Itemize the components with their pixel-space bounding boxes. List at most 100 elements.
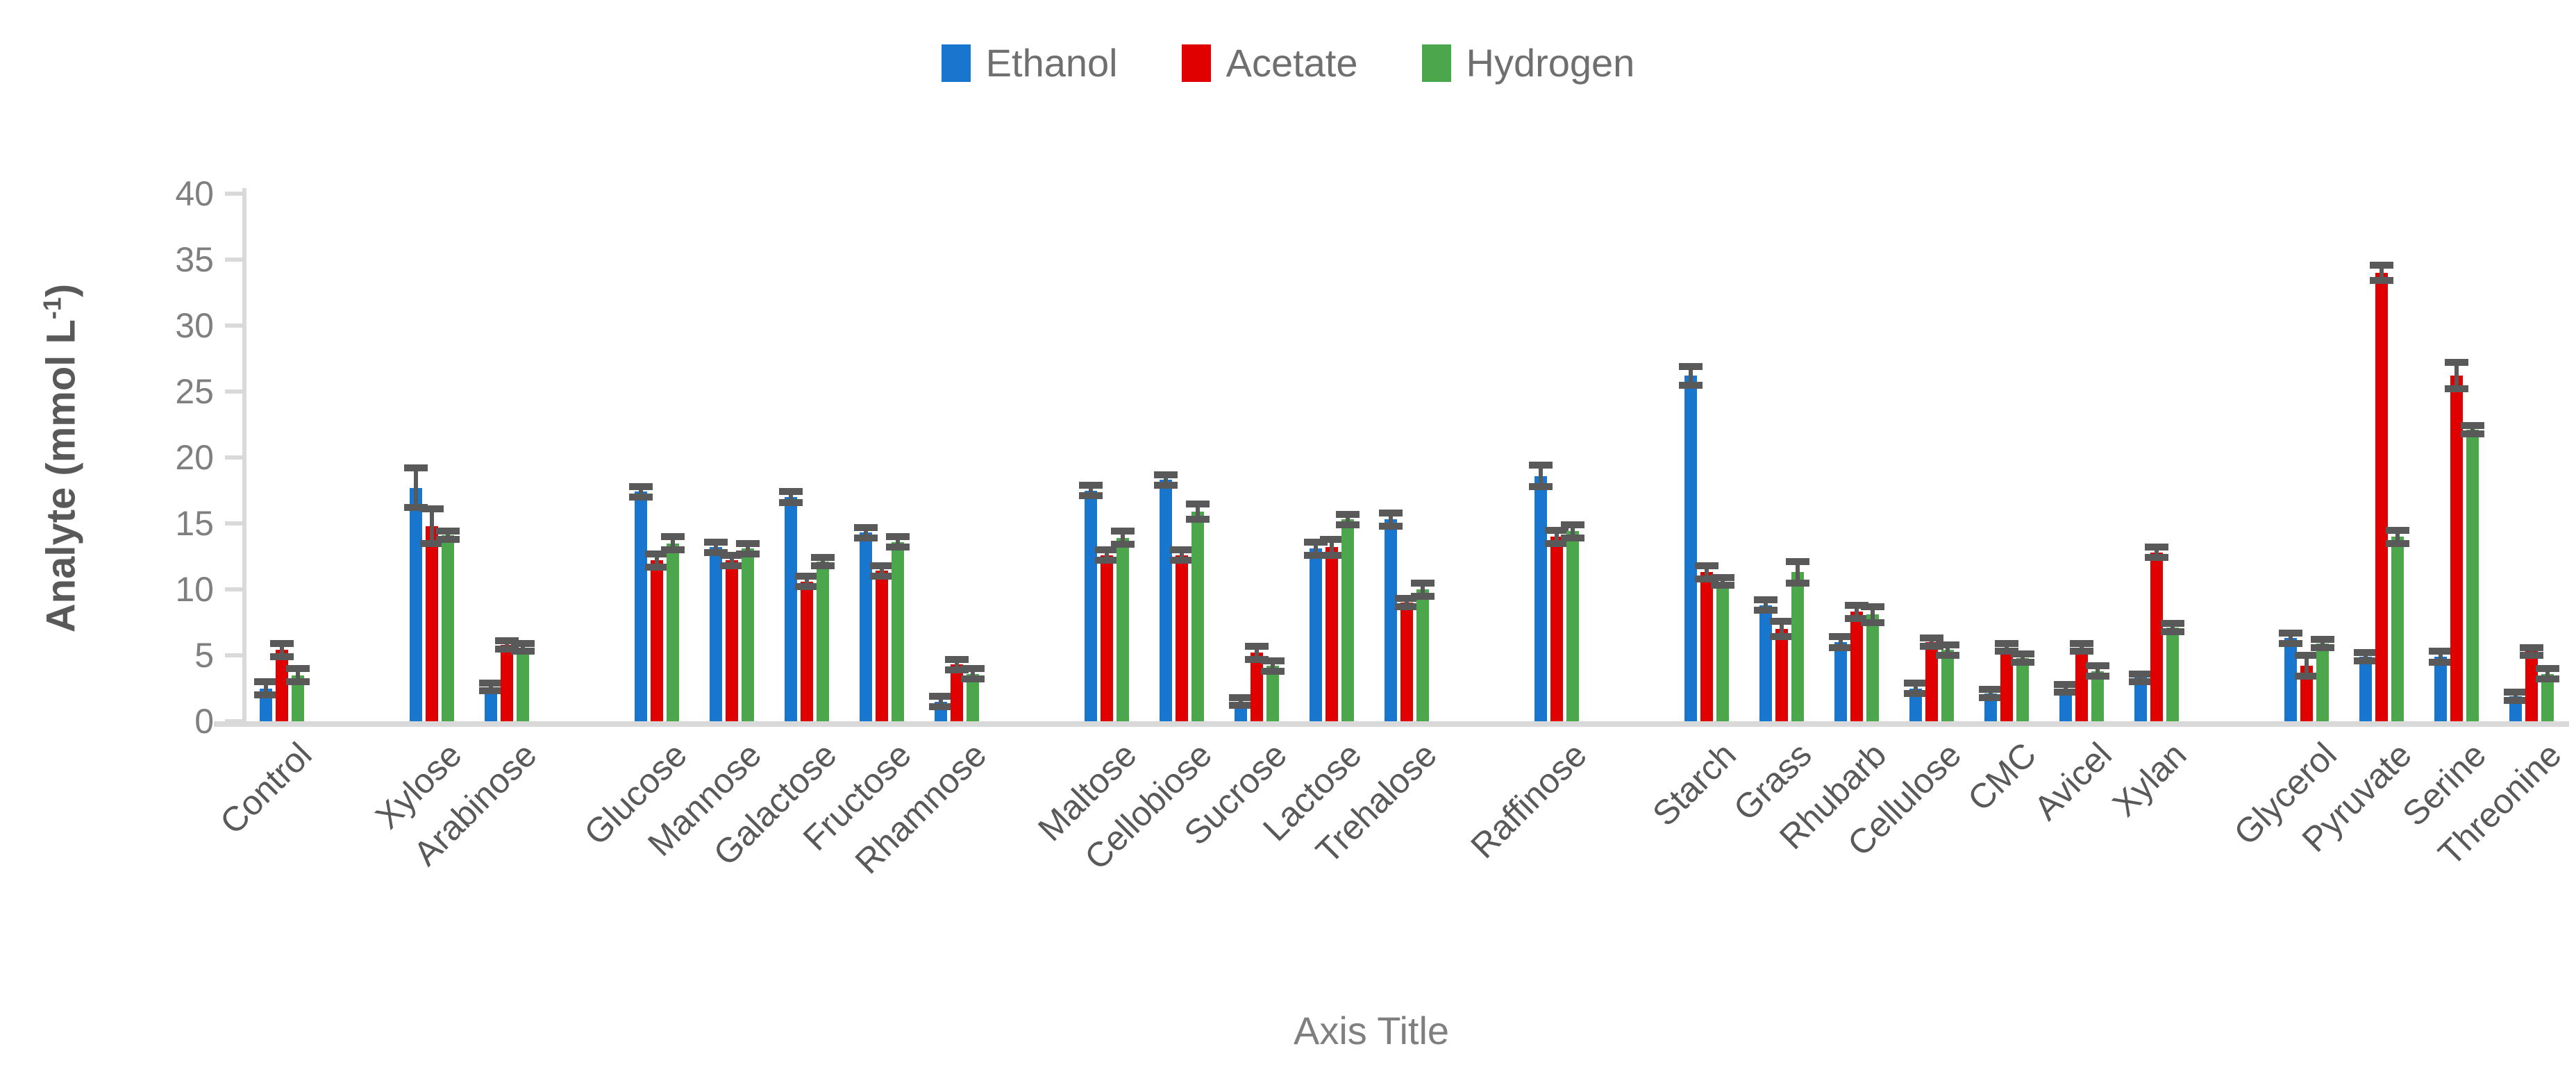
bar-cluster [1294,194,1369,721]
error-bar-cap [1186,516,1210,523]
bar-hydrogen [1936,641,1959,721]
bar-cluster [2494,194,2569,721]
bar-ethanol [629,482,653,721]
error-bar-stem [296,669,300,682]
legend-label: Acetate [1226,41,1358,85]
error-bar-cap [704,548,728,556]
error-bar-cap [479,679,503,687]
error-bar-cap [1754,596,1778,604]
error-bar-stem [1105,550,1109,561]
error-bar-stem [655,553,659,567]
bar-acetate [2070,639,2093,721]
error-bar-cap [1845,614,1868,622]
error-bar-cap [886,533,910,541]
error-bar-stem [2545,669,2550,680]
error-bar-cap [1695,562,1718,569]
bar-hydrogen [1861,603,1884,721]
error-bar-cap [661,533,685,540]
error-bar-cap [420,539,444,547]
error-bar-stem [1405,598,1409,607]
error-bar-stem [1121,531,1125,545]
error-bar-cap [2011,650,2034,658]
bar-ethanol [2504,689,2527,721]
bar-cluster [1819,194,1894,721]
bar-hydrogen [2311,636,2334,721]
error-bar-cap [854,523,878,531]
error-bar-cap [2504,689,2527,696]
x-axis-title: Axis Title [1293,1009,1450,1052]
error-bar-cap [1154,481,1178,489]
error-bar-stem [880,565,884,576]
bar-ethanol [254,678,278,721]
error-bar-cap [870,573,894,580]
bar-hydrogen [736,539,760,721]
error-bar-stem [2064,684,2068,693]
legend-swatch-icon [1421,44,1451,82]
y-tick-mark [225,192,244,196]
error-bar-cap [286,665,310,672]
category-label: Avicel [2026,734,2119,828]
error-bar-cap [1186,500,1210,507]
error-bar-cap [704,538,728,546]
error-bar-cap [1379,522,1403,530]
error-bar-cap [1861,619,1884,626]
bar-cluster [1519,194,1594,721]
error-bar-cap [886,544,910,551]
bar-hydrogen [1786,558,1809,721]
error-bar-cap [254,678,278,685]
error-bar-cap [2354,657,2377,664]
y-tick-label: 25 [175,372,214,411]
bar-cluster [1369,194,1444,721]
error-bar-cap [1111,528,1135,535]
bar-ethanol [2129,670,2152,721]
error-bar-cap [2445,385,2468,393]
error-bar-cap [436,528,460,535]
error-bar-cap [1529,482,1553,490]
bar-cluster [1219,194,1294,721]
error-bar-cap [629,494,653,501]
error-bar-cap [2429,658,2452,666]
error-bar-cap [645,550,669,557]
category-label: Raffinose [1463,734,1594,866]
error-bar-cap [629,482,653,490]
error-bar-stem [939,696,943,707]
y-axis-title-superscript: -1 [37,297,67,320]
error-bar-cap [1245,642,1269,650]
bar-ethanol [1829,633,1852,721]
error-bar-stem [2171,623,2175,632]
error-bar-stem [896,537,900,548]
error-bar-cap [645,563,669,571]
bar-cluster [2269,194,2344,721]
bar-cluster [1069,194,1144,721]
bar-hydrogen [1561,521,1584,721]
error-bar-cap [795,573,819,580]
error-bar-cap [795,583,819,591]
error-bar-stem [1271,660,1275,671]
y-tick-label: 10 [175,570,214,609]
error-bar-cap [736,550,760,557]
error-bar-stem [414,468,418,508]
bar-hydrogen [286,665,310,721]
error-bar-cap [404,464,428,472]
error-bar-cap [1711,582,1734,589]
error-bar-stem [1330,539,1334,555]
error-bar-stem [639,486,643,497]
error-bar-cap [854,534,878,541]
error-bar-cap [2086,673,2109,680]
bar-acetate [1995,639,2018,721]
error-bar-cap [779,498,803,506]
bar-acetate [495,637,519,721]
error-bar-stem [746,543,750,554]
y-axis-title-close: ) [38,283,84,298]
y-tick-mark [225,323,244,328]
bar-acetate [795,573,819,721]
error-bar-cap [1679,362,1703,370]
error-bar-cap [945,666,969,673]
bar-acetate [645,550,669,721]
bar-hydrogen [2086,662,2109,721]
error-bar-cap [2070,639,2093,647]
error-bar-cap [1320,535,1344,543]
error-bar-cap [511,648,535,655]
error-bar-stem [1346,514,1350,525]
bar-hydrogen [436,528,460,721]
